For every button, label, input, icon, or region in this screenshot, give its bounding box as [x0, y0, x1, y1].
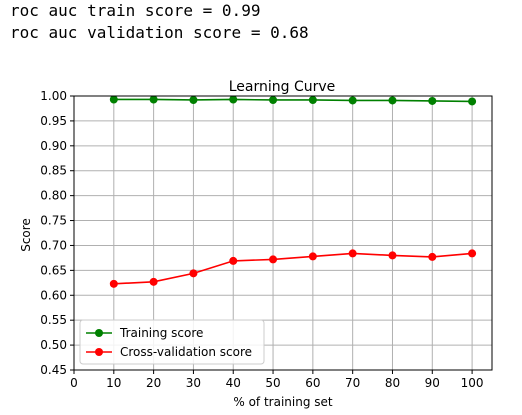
x-tick-label: 30 [186, 376, 201, 390]
data-point [229, 95, 238, 104]
legend-box [79, 319, 265, 365]
data-point [109, 95, 118, 104]
series-line-0 [113, 98, 473, 103]
y-tick-label: 0.75 [40, 214, 67, 228]
axis-ticks: 0 10 20 30 40 50 60 70 80 90 100 0.45 0.50 0.55 0.60 0.… [40, 89, 483, 390]
data-point [109, 279, 118, 288]
data-point [269, 95, 278, 104]
data-point [468, 249, 477, 258]
x-tick-label: 50 [265, 376, 280, 390]
data-point [269, 255, 278, 264]
plot-frame [73, 95, 493, 371]
data-point [428, 252, 437, 261]
data-point [348, 249, 357, 258]
data-point [428, 96, 437, 105]
x-tick-label: 90 [425, 376, 440, 390]
y-axis-label: Score [19, 218, 33, 252]
x-tick-label: 80 [385, 376, 400, 390]
output-line-train: roc auc train score = 0.99 [10, 1, 261, 20]
notebook-output: roc auc train score = 0.99 roc auc valida… [10, 0, 309, 44]
x-tick-label: 70 [345, 376, 360, 390]
x-tick-label: 10 [106, 376, 121, 390]
data-point [348, 96, 357, 105]
data-point [388, 251, 397, 260]
x-tick-label: 0 [70, 376, 78, 390]
data-point [149, 277, 158, 286]
y-tick-label: 0.90 [40, 139, 67, 153]
data-point [189, 269, 198, 278]
chart-title: Learning Curve [229, 79, 336, 95]
data-point [308, 95, 317, 104]
legend-label-1: Cross-validation score [120, 345, 252, 359]
data-point [308, 252, 317, 261]
data-point [388, 96, 397, 105]
data-point [468, 97, 477, 106]
y-tick-label: 1.00 [40, 89, 67, 103]
data-point [189, 95, 198, 104]
y-tick-label: 0.50 [40, 338, 67, 352]
y-tick-label: 0.55 [40, 313, 67, 327]
x-axis-label: % of training set [233, 395, 333, 409]
x-tick-label: 40 [226, 376, 241, 390]
legend-label-0: Training score [119, 326, 203, 340]
legend-marker-1 [95, 348, 103, 356]
x-tick-label: 60 [305, 376, 320, 390]
y-tick-label: 0.95 [40, 114, 67, 128]
data-point [149, 95, 158, 104]
x-tick-label: 100 [461, 376, 484, 390]
y-tick-label: 0.60 [40, 288, 67, 302]
series-layer [109, 95, 477, 288]
legend: Training score Cross-validation score [79, 319, 265, 365]
y-tick-label: 0.45 [40, 363, 67, 377]
x-tick-label: 20 [146, 376, 161, 390]
y-tick-label: 0.80 [40, 189, 67, 203]
y-tick-label: 0.65 [40, 263, 67, 277]
series-line-1 [113, 252, 473, 285]
data-point [229, 256, 238, 265]
y-tick-label: 0.85 [40, 164, 67, 178]
legend-marker-0 [95, 329, 103, 337]
y-tick-label: 0.70 [40, 238, 67, 252]
output-line-validation: roc auc validation score = 0.68 [10, 23, 309, 42]
